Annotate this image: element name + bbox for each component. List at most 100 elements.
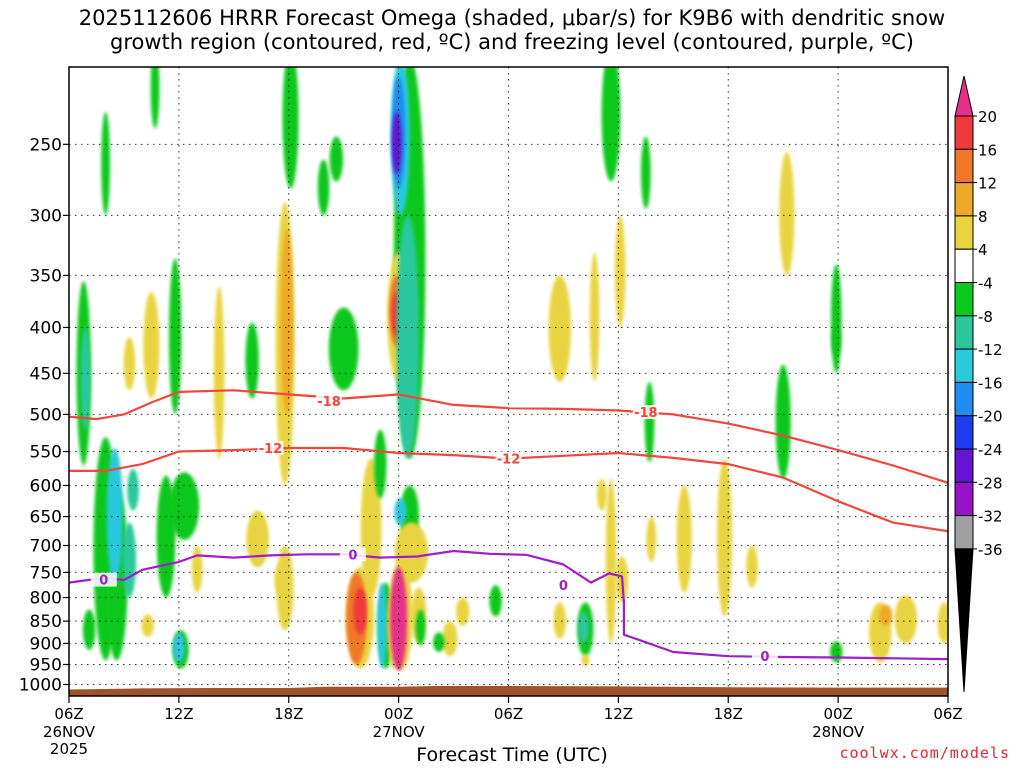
- contour-label-bg: [751, 649, 778, 664]
- omega-region: [831, 264, 842, 374]
- omega-region: [353, 587, 367, 635]
- omega-region: [433, 632, 445, 652]
- y-tick-label: 550: [30, 443, 62, 463]
- omega-region: [717, 458, 733, 617]
- omega-region: [150, 67, 160, 129]
- y-tick-label: 850: [30, 612, 62, 632]
- x-tick-label: 06Z: [933, 705, 962, 723]
- omega-region: [143, 291, 160, 399]
- colorbar-label: 8: [978, 208, 988, 226]
- omega-region: [589, 252, 600, 382]
- contour-label-bg: [495, 451, 522, 466]
- omega-region: [578, 611, 589, 644]
- omega-region: [173, 632, 185, 663]
- omega-region: [832, 327, 841, 356]
- colorbar-swatch: [954, 381, 974, 417]
- omega-region: [390, 567, 408, 671]
- x-tick-year: 2025: [50, 740, 88, 758]
- colorbar-swatch: [954, 415, 974, 450]
- contour-lines: -18 -18 -12 -12 0 0 0 0: [69, 389, 948, 665]
- title-line-1: 2025112606 HRRR Forecast Omega (shaded, …: [78, 6, 946, 30]
- terrain-band: [69, 686, 948, 696]
- colorbar-label: -36: [978, 541, 1003, 559]
- colorbar-swatch: [954, 348, 974, 383]
- colorbar-label: 4: [978, 241, 988, 259]
- omega-region: [641, 136, 651, 209]
- contour-label-bg: [550, 578, 577, 593]
- y-tick-label: 900: [30, 634, 62, 654]
- omega-region: [274, 561, 289, 598]
- omega-region: [328, 307, 359, 391]
- colorbar-swatch: [954, 248, 974, 283]
- omega-region: [548, 275, 572, 382]
- x-tick-label: 18Z: [274, 705, 303, 723]
- omega-region: [581, 654, 590, 667]
- colorbar-swatch: [954, 182, 974, 217]
- x-axis-title: Forecast Time (UTC): [416, 744, 608, 766]
- contour-line: [69, 549, 948, 661]
- x-tick-date: 28NOV: [812, 723, 865, 741]
- colorbar-label: -32: [978, 508, 1003, 526]
- omega-region: [442, 621, 458, 657]
- x-tick-label: 00Z: [823, 705, 852, 723]
- omega-region: [106, 447, 123, 583]
- omega-region: [80, 327, 91, 430]
- x-tick-label: 12Z: [604, 705, 633, 723]
- y-tick-label: 500: [30, 405, 62, 425]
- omega-region: [317, 159, 330, 216]
- omega-region: [169, 472, 200, 540]
- colorbar-label: -16: [978, 374, 1003, 392]
- colorbar-label: 12: [978, 175, 997, 193]
- contour-label-bg: [316, 393, 343, 408]
- omega-region: [601, 67, 621, 182]
- colorbar-swatch: [954, 115, 974, 150]
- omega-region: [377, 582, 387, 669]
- y-tick-label: 250: [30, 135, 62, 155]
- omega-region: [246, 510, 269, 568]
- contour-line: [69, 446, 948, 533]
- omega-region: [127, 468, 139, 511]
- omega-region: [644, 381, 655, 463]
- omega-region: [779, 152, 795, 276]
- x-tick-date: 26NOV: [43, 723, 96, 741]
- chart-title: 2025112606 HRRR Forecast Omega (shaded, …: [0, 6, 1024, 54]
- y-tick-label: 800: [30, 589, 62, 609]
- colorbar-bottom-arrow: [954, 548, 974, 693]
- omega-region: [676, 485, 692, 593]
- contour-label: 0: [99, 574, 108, 589]
- omega-region: [169, 258, 182, 415]
- y-tick-label: 400: [30, 318, 62, 338]
- credit-text: coolwx.com/models: [839, 744, 1010, 762]
- title-line-2: growth region (contoured, red, ºC) and f…: [110, 30, 914, 54]
- contour-label: 0: [760, 650, 769, 665]
- y-tick-label: 650: [30, 508, 62, 528]
- x-tick-label: 18Z: [714, 705, 743, 723]
- omega-region: [191, 545, 203, 593]
- omega-region: [646, 516, 657, 562]
- contour-label-bg: [632, 405, 659, 420]
- omega-region: [879, 604, 893, 626]
- y-tick-label: 750: [30, 563, 62, 583]
- y-axis: 2503003504004505005506006507007508008509…: [19, 135, 69, 695]
- omega-region: [937, 602, 948, 644]
- colorbar-label: -24: [978, 441, 1003, 459]
- contour-label: -18: [317, 395, 341, 410]
- omega-region: [605, 478, 617, 644]
- omega-region: [101, 111, 110, 216]
- contour-label-bg: [257, 440, 284, 455]
- contour-label: -12: [259, 442, 283, 457]
- omega-region: [830, 641, 843, 663]
- x-tick-label: 06Z: [494, 705, 523, 723]
- y-tick-label: 950: [30, 655, 62, 675]
- omega-region: [553, 602, 566, 640]
- colorbar-label: 16: [978, 141, 997, 159]
- colorbar-top-arrow: [954, 75, 974, 117]
- x-tick-label: 06Z: [54, 705, 83, 723]
- colorbar-swatch: [954, 315, 974, 350]
- colorbar-swatch: [954, 515, 974, 550]
- contour-label: 0: [348, 548, 357, 563]
- omega-region: [280, 228, 294, 415]
- colorbar: 20 16 12 8 4 -4 -8 -12 -16 -20 -24 -28 -32 -36: [954, 75, 1003, 693]
- omega-region: [775, 364, 791, 479]
- y-tick-label: 700: [30, 537, 62, 557]
